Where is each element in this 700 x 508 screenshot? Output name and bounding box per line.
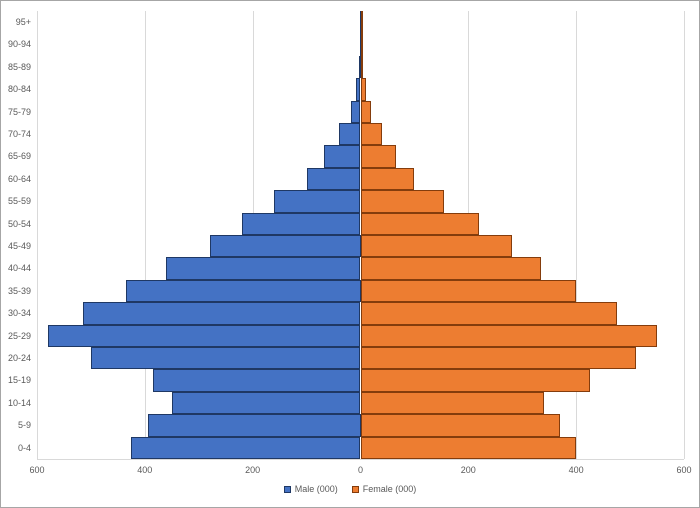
- y-axis-label-50-54: 50-54: [7, 218, 31, 229]
- legend-item-male: Male (000): [283, 484, 338, 494]
- y-axis-label-75-79: 75-79: [7, 106, 31, 117]
- x-tick-label: 600: [29, 465, 45, 475]
- legend-label-female: Female (000): [362, 484, 417, 494]
- bar-male-10-14: [171, 391, 361, 415]
- y-axis-label-60-64: 60-64: [7, 173, 31, 184]
- bar-male-55-59: [274, 190, 361, 213]
- bar-male-35-39: [126, 279, 361, 303]
- y-axis-label-25-29: 25-29: [7, 330, 31, 341]
- bar-female-95+: [360, 11, 363, 34]
- x-axis-line: [37, 459, 684, 460]
- legend-item-female: Female (000): [351, 484, 417, 494]
- x-tick-label: 400: [137, 465, 153, 475]
- x-tick-label: 200: [245, 465, 261, 475]
- bar-male-5-9: [147, 414, 361, 437]
- bar-female-60-64: [360, 167, 415, 191]
- bar-female-30-34: [360, 302, 617, 325]
- bar-male-65-69: [323, 145, 361, 168]
- bar-male-60-64: [306, 167, 361, 191]
- female-series-swatch-icon: [351, 485, 359, 493]
- gridline: [684, 11, 685, 459]
- y-axis-label-20-24: 20-24: [7, 353, 31, 363]
- bar-male-50-54: [241, 212, 361, 235]
- bar-male-0-4: [131, 436, 361, 459]
- bar-female-0-4: [360, 436, 577, 459]
- bar-female-70-74: [360, 123, 383, 146]
- legend-label-male: Male (000): [294, 484, 338, 494]
- x-tick-label: 200: [460, 465, 476, 475]
- bar-female-75-79: [360, 100, 371, 123]
- bar-male-70-74: [338, 123, 361, 146]
- bar-female-5-9: [360, 414, 560, 437]
- gridline: [144, 11, 146, 459]
- gridline: [37, 11, 38, 459]
- y-axis-label-85-89: 85-89: [7, 61, 31, 72]
- bar-male-30-34: [82, 302, 361, 325]
- x-tick-label: 400: [568, 465, 584, 475]
- bar-female-80-84: [360, 78, 366, 101]
- bar-female-10-14: [360, 391, 544, 415]
- bar-female-45-49: [360, 235, 512, 258]
- y-axis-label-10-14: 10-14: [7, 397, 31, 408]
- bar-male-40-44: [166, 257, 361, 280]
- male-series-swatch-icon: [283, 485, 291, 493]
- bar-male-25-29: [47, 324, 361, 347]
- y-axis-label-35-39: 35-39: [7, 285, 31, 296]
- bar-female-20-24: [360, 347, 636, 370]
- bar-female-85-89: [360, 55, 364, 79]
- bar-female-40-44: [360, 257, 542, 280]
- plot-area: [37, 11, 685, 459]
- y-axis-label-45-49: 45-49: [7, 241, 31, 251]
- x-tick-label: 600: [676, 465, 692, 475]
- bar-female-65-69: [360, 145, 397, 168]
- x-tick-label: 0: [357, 465, 363, 475]
- y-axis-label-40-44: 40-44: [7, 263, 31, 274]
- y-axis-label-80-84: 80-84: [7, 84, 31, 95]
- y-axis-label-55-59: 55-59: [7, 196, 31, 207]
- bar-female-50-54: [360, 212, 480, 235]
- bar-male-80-84: [355, 78, 361, 101]
- y-axis-label-90-94: 90-94: [7, 39, 31, 50]
- y-axis-label-70-74: 70-74: [7, 129, 31, 139]
- bar-female-90-94: [360, 33, 363, 56]
- y-axis-label-5-9: 5-9: [17, 420, 31, 431]
- bar-male-20-24: [90, 347, 361, 370]
- bar-female-15-19: [360, 369, 590, 392]
- bar-male-45-49: [209, 235, 361, 258]
- y-axis-label-15-19: 15-19: [7, 375, 31, 386]
- y-axis-label-65-69: 65-69: [7, 151, 31, 162]
- gridline: [576, 11, 578, 459]
- bar-female-25-29: [360, 324, 657, 347]
- bar-male-15-19: [152, 369, 361, 392]
- y-axis-label-0-4: 0-4: [17, 442, 31, 453]
- y-axis-label-95+: 95+: [15, 17, 31, 27]
- y-axis-label-30-34: 30-34: [7, 308, 31, 319]
- bar-female-35-39: [360, 279, 577, 303]
- bar-male-75-79: [350, 100, 361, 123]
- bar-female-55-59: [360, 190, 445, 213]
- legend: Male (000) Female (000): [1, 484, 699, 494]
